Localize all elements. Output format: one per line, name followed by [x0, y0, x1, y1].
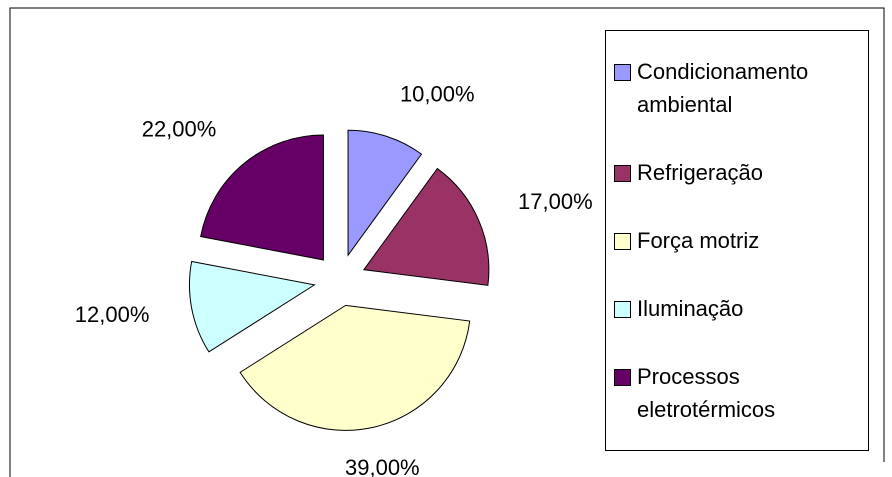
data-label: 10,00% [400, 81, 475, 106]
data-label: 17,00% [518, 189, 593, 214]
legend-swatch [614, 164, 631, 182]
pie-slice [239, 304, 471, 431]
pie-slice [200, 134, 324, 261]
legend-swatch [614, 63, 631, 81]
legend-swatch [614, 301, 631, 319]
legend-label: Condicionamento ambiental [637, 58, 809, 117]
legend-swatch [614, 232, 631, 250]
data-label: 12,00% [75, 302, 150, 327]
legend-entry: Refrigeração [614, 156, 860, 189]
legend-swatch [614, 369, 631, 387]
data-label: 39,00% [345, 455, 420, 477]
legend-label: Processos eletrotérmicos [637, 364, 776, 423]
legend-entry: Força motriz [614, 224, 860, 257]
chart-frame [9, 7, 885, 477]
pie-slice [188, 260, 316, 353]
legend-entry: Condicionamento ambiental [614, 55, 860, 121]
pie-slice [347, 129, 423, 257]
pie-slice [362, 167, 490, 286]
data-label: 22,00% [142, 116, 217, 141]
legend-label: Refrigeração [637, 159, 763, 185]
legend-entry: Processos eletrotérmicos [614, 360, 860, 426]
legend: Condicionamento ambiental Refrigeração For… [605, 30, 869, 451]
legend-entry: Iluminação [614, 292, 860, 325]
legend-label: Força motriz [637, 227, 760, 253]
legend-label: Iluminação [637, 296, 744, 322]
